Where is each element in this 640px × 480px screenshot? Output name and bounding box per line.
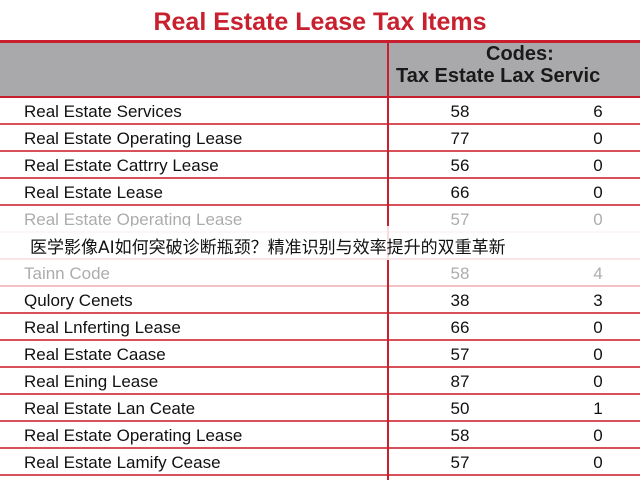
table-row: Real Estate Cattrry Lease 56 0	[0, 152, 640, 179]
cell: 87	[450, 372, 470, 391]
cell: 66	[450, 318, 470, 337]
table-header: Codes: Tax Estate Lax Servic	[0, 43, 640, 98]
cell: Real Estate Operating Lease	[24, 210, 243, 229]
table-row: Real Estate Lamify Cease 57 0	[0, 449, 640, 476]
cell: 0	[593, 156, 603, 175]
table-row: Real Estate Lan Ceate 50 1	[0, 395, 640, 422]
cell: Tainn Code	[24, 264, 111, 283]
cell: Real Ening Lease	[24, 372, 159, 391]
cell: 0	[593, 453, 603, 472]
cell: 57	[450, 453, 470, 472]
cell: 0	[593, 426, 603, 445]
cell: 0	[593, 318, 603, 337]
cell: Real Estate Lan Ceate	[24, 399, 196, 418]
table-row: Real Estate Services 58 6	[0, 98, 640, 125]
header-text: Codes:	[486, 43, 554, 65]
title: Real Estate Lease Tax Items	[0, 0, 640, 43]
cell: 58	[450, 264, 470, 283]
cell: 38	[450, 291, 470, 310]
column-divider	[387, 43, 389, 480]
table-row: Real Lnferting Lease 66 0	[0, 314, 640, 341]
cell: 0	[593, 210, 603, 229]
cell: 57	[450, 210, 470, 229]
cell: 1	[593, 399, 603, 418]
cell: Qulory Cenets	[24, 291, 133, 310]
cell: 3	[593, 291, 603, 310]
cell: 4	[593, 264, 603, 283]
table-row: Tainn Code 58 4	[0, 260, 640, 287]
caption-band	[0, 226, 640, 260]
cell: 57	[450, 345, 470, 364]
cell: Real Estate Lamify Cease	[24, 453, 221, 472]
cell: Real Lnferting Lease	[24, 318, 181, 337]
cell: Real Estate Cattrry Lease	[24, 156, 219, 175]
cell: 66	[450, 183, 470, 202]
cell: 0	[593, 129, 603, 148]
cell: 58	[450, 102, 470, 121]
table-row: Real Estate Caase 57 0	[0, 341, 640, 368]
table-row: Real Ening Lease 87 0	[0, 368, 640, 395]
cell: 56	[450, 156, 470, 175]
cell: 0	[593, 372, 603, 391]
table-row: Real Estate Operating Lease 77 0	[0, 125, 640, 152]
cell: 6	[593, 102, 603, 121]
header-text: Tax Estate Lax Servic	[396, 65, 601, 87]
table-row: Qulory Cenets 38 3	[0, 287, 640, 314]
cell: 0	[593, 183, 603, 202]
cell: 0	[593, 345, 603, 364]
table-row: Real Estate Operating Lease 58 0	[0, 422, 640, 449]
cell: 58	[450, 426, 470, 445]
caption: 医学影像AI如何突破诊断瓶颈？精准识别与效率提升的双重革新	[30, 238, 506, 258]
cell: 77	[450, 129, 470, 148]
cell: 50	[450, 399, 470, 418]
cell: Real Estate Caase	[24, 345, 166, 364]
table-row: Real Estate Lease 66 0	[0, 179, 640, 206]
cell: Real Estate Operating Lease	[24, 426, 243, 445]
cell: Real Estate Lease	[24, 183, 163, 202]
cell: Real Estate Operating Lease	[24, 129, 243, 148]
cell: Real Estate Services	[24, 102, 182, 121]
